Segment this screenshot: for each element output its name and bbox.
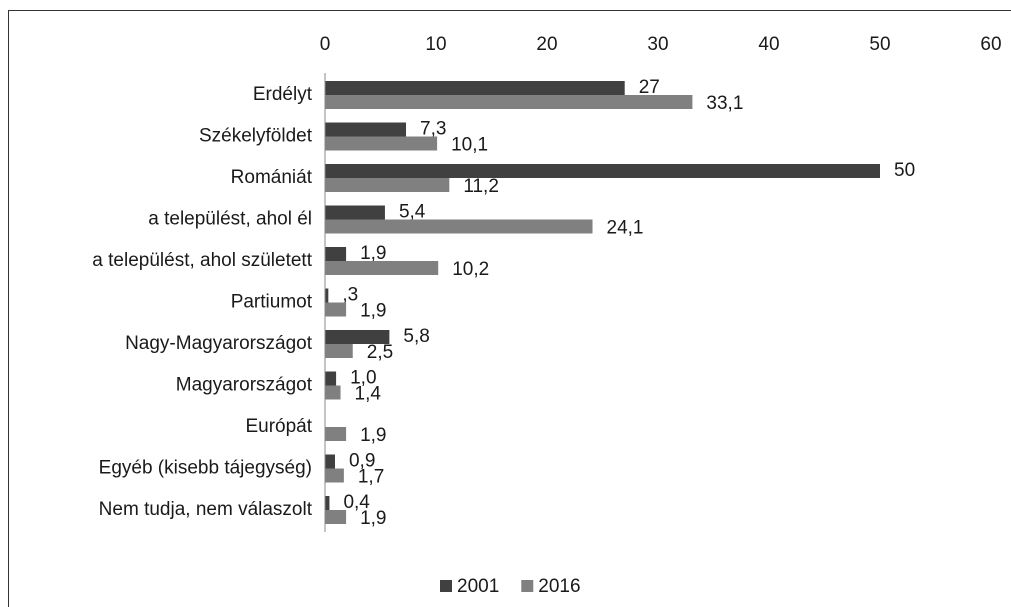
value-label: 27 <box>639 77 660 98</box>
category-label: Európát <box>245 416 312 437</box>
bar <box>325 122 407 137</box>
x-tick-label: 30 <box>647 34 668 55</box>
bar <box>325 371 337 386</box>
x-tick-label: 50 <box>869 34 890 55</box>
legend-swatch <box>440 580 452 592</box>
bar <box>325 510 347 524</box>
value-label: 50 <box>894 160 915 181</box>
bar <box>325 247 347 261</box>
value-label: 10,1 <box>451 135 488 156</box>
bar <box>325 385 341 400</box>
legend-swatch <box>521 580 534 592</box>
category-label: Erdélyt <box>253 84 313 105</box>
bar <box>325 261 439 275</box>
value-label: 10,2 <box>452 259 489 280</box>
value-label: 24,1 <box>607 218 644 239</box>
value-label: 1,4 <box>355 384 382 405</box>
bar <box>325 178 450 192</box>
bar <box>325 454 335 469</box>
x-tick-label: 40 <box>758 34 779 55</box>
chart-frame <box>8 10 1011 607</box>
category-label: Székelyföldet <box>199 126 313 147</box>
value-label: 2,5 <box>367 342 393 363</box>
bar <box>325 330 390 344</box>
category-label: Magyarországot <box>176 375 313 396</box>
value-label: 5,4 <box>399 202 426 223</box>
bar <box>325 205 385 220</box>
x-tick-label: 20 <box>536 34 557 55</box>
bar <box>325 95 693 109</box>
bar <box>325 164 880 178</box>
value-label: 1,9 <box>360 301 386 322</box>
bar <box>325 468 344 483</box>
value-label: 0,4 <box>343 492 370 513</box>
legend-label: 2016 <box>538 576 580 597</box>
category-label: a települést, ahol él <box>148 209 312 230</box>
x-tick-label: 60 <box>980 34 1001 55</box>
bar <box>325 136 438 151</box>
value-label: 7,3 <box>420 119 446 140</box>
value-label: 5,8 <box>403 326 429 347</box>
value-label: 0,9 <box>349 451 375 472</box>
category-label: a települést, ahol született <box>92 250 312 271</box>
value-label: 1,9 <box>360 425 386 446</box>
bar <box>325 288 329 303</box>
legend-label: 2001 <box>457 576 499 597</box>
category-label: Romániát <box>231 167 313 188</box>
value-label: 1,0 <box>350 368 376 389</box>
bar <box>325 344 353 358</box>
x-tick-label: 10 <box>425 34 446 55</box>
category-label: Nagy-Magyarországot <box>125 333 313 354</box>
bar <box>325 496 330 510</box>
bar <box>325 302 347 317</box>
value-label: ,3 <box>342 285 358 306</box>
category-label: Nem tudja, nem válaszolt <box>99 499 313 520</box>
value-label: 11,2 <box>463 176 499 197</box>
bar <box>325 81 625 95</box>
x-tick-label: 0 <box>320 34 331 55</box>
value-label: 1,9 <box>360 508 386 529</box>
category-label: Partiumot <box>231 292 313 313</box>
value-label: 1,7 <box>358 467 384 488</box>
value-label: 1,9 <box>360 243 386 264</box>
bar <box>325 427 347 441</box>
bar <box>325 219 593 234</box>
category-label: Egyéb (kisebb tájegység) <box>99 458 312 479</box>
value-label: 33,1 <box>706 93 743 114</box>
